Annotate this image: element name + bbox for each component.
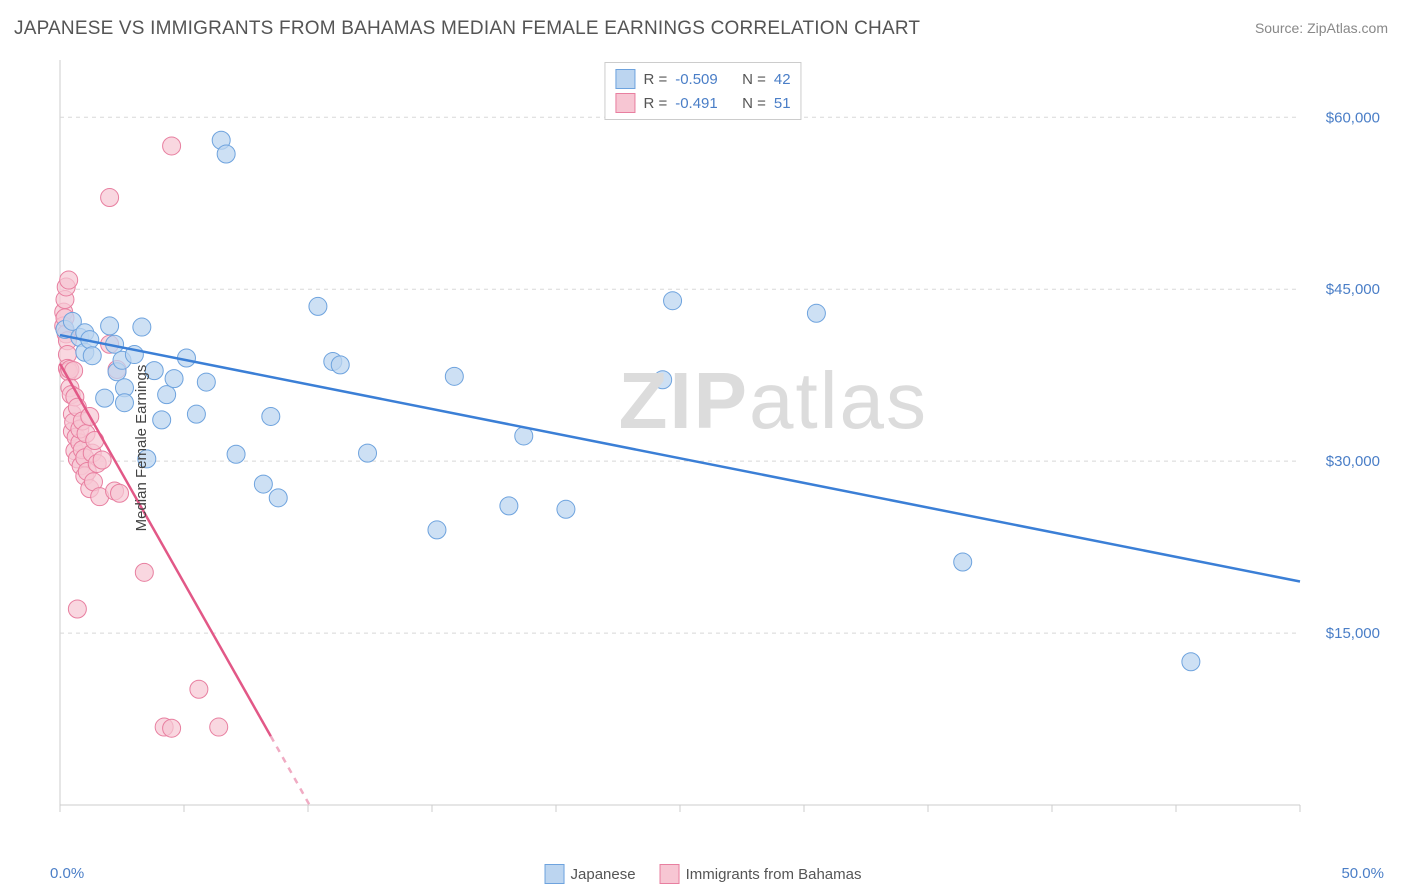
scatter-svg: $15,000 $30,000 $45,000 $60,000 xyxy=(50,60,1390,835)
stats-swatch-bahamas xyxy=(615,93,635,113)
legend-swatch-bahamas xyxy=(660,864,680,884)
svg-text:$60,000: $60,000 xyxy=(1326,109,1380,126)
legend-swatch-japanese xyxy=(545,864,565,884)
legend-label-japanese: Japanese xyxy=(571,866,636,883)
y-axis-label: Median Female Earnings xyxy=(133,364,150,531)
source-label: Source: ZipAtlas.com xyxy=(1255,20,1388,36)
svg-text:$15,000: $15,000 xyxy=(1326,625,1380,642)
stats-row-japanese: R = -0.509 N = 42 xyxy=(615,67,790,91)
stats-r-label-2: R = xyxy=(643,95,667,112)
chart-title: JAPANESE VS IMMIGRANTS FROM BAHAMAS MEDI… xyxy=(14,18,920,40)
stats-r-bahamas: -0.491 xyxy=(675,95,718,112)
stats-swatch-japanese xyxy=(615,69,635,89)
svg-text:$30,000: $30,000 xyxy=(1326,453,1380,470)
stats-box: R = -0.509 N = 42 R = -0.491 N = 51 xyxy=(604,62,801,120)
stats-n-bahamas: 51 xyxy=(774,95,791,112)
legend: Japanese Immigrants from Bahamas xyxy=(545,864,862,884)
legend-label-bahamas: Immigrants from Bahamas xyxy=(686,866,862,883)
legend-item-bahamas: Immigrants from Bahamas xyxy=(660,864,862,884)
stats-row-bahamas: R = -0.491 N = 51 xyxy=(615,91,790,115)
stats-r-label: R = xyxy=(643,71,667,88)
plot-area: $15,000 $30,000 $45,000 $60,000 Median Fema… xyxy=(50,60,1390,835)
stats-n-japanese: 42 xyxy=(774,71,791,88)
legend-item-japanese: Japanese xyxy=(545,864,636,884)
x-axis-max-label: 50.0% xyxy=(1341,865,1384,882)
stats-n-label-2: N = xyxy=(742,95,766,112)
chart-container: JAPANESE VS IMMIGRANTS FROM BAHAMAS MEDI… xyxy=(0,0,1406,892)
svg-text:$45,000: $45,000 xyxy=(1326,281,1380,298)
x-axis-min-label: 0.0% xyxy=(50,865,84,882)
stats-n-label: N = xyxy=(742,71,766,88)
stats-r-japanese: -0.509 xyxy=(675,71,718,88)
